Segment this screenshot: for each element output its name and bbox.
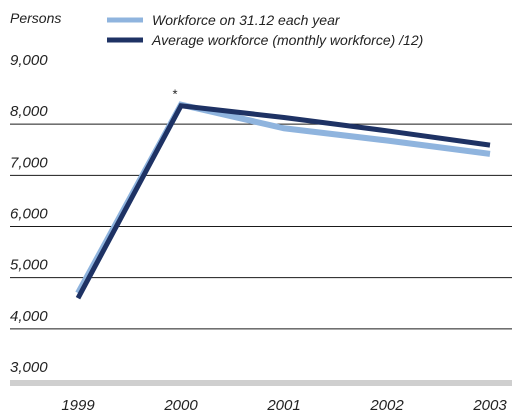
legend: Workforce on 31.12 each year Average wor… xyxy=(107,12,423,48)
series-line-workforce-year-end xyxy=(75,101,491,295)
series-line-average-workforce xyxy=(75,103,491,300)
y-tick-label: 8,000 xyxy=(10,103,48,120)
y-tick-label: 6,000 xyxy=(10,206,48,223)
annotations: * xyxy=(172,87,177,102)
y-tick-label: 5,000 xyxy=(10,257,48,274)
y-tick-label: 3,000 xyxy=(10,359,48,376)
y-tick-label: 7,000 xyxy=(10,154,48,171)
x-tick-label: 2002 xyxy=(369,397,404,412)
x-tick-labels: 1999 2000 2001 2002 2003 xyxy=(61,397,507,412)
x-tick-label: 2001 xyxy=(266,397,300,412)
x-tick-label: 2003 xyxy=(472,397,507,412)
legend-label-workforce-year-end: Workforce on 31.12 each year xyxy=(152,12,341,28)
series-lines xyxy=(75,101,491,300)
legend-label-average-workforce: Average workforce (monthly workforce) /1… xyxy=(151,32,423,48)
annotation-asterisk: * xyxy=(172,87,177,102)
gridlines xyxy=(10,123,512,386)
x-tick-label: 1999 xyxy=(61,397,95,412)
y-tick-labels: 9,000 8,000 7,000 6,000 5,000 4,000 3,000 xyxy=(10,52,48,376)
y-tick-label: 9,000 xyxy=(10,52,48,69)
y-tick-label: 4,000 xyxy=(10,308,48,325)
x-tick-label: 2000 xyxy=(163,397,198,412)
y-axis-title: Persons xyxy=(10,10,61,26)
baseline-band xyxy=(10,380,512,386)
